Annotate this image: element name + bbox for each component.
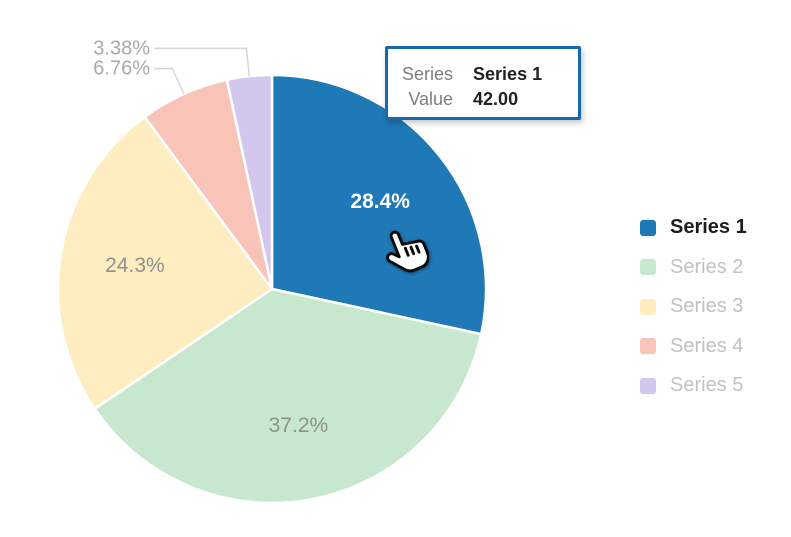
label-leader-line [154,47,251,77]
slice-percent-label: 37.2% [269,414,329,437]
legend-swatch [640,298,656,315]
label-leader-line [154,67,185,95]
legend-label: Series 5 [670,374,744,396]
legend-item-series-4[interactable]: Series 4 [640,335,747,358]
tooltip: Series Series 1 Value 42.00 [385,46,581,120]
tooltip-series-label: Series [402,64,454,84]
slice-percent-label: 28.4% [350,190,410,213]
legend-label: Series 3 [670,295,744,317]
legend-item-series-3[interactable]: Series 3 [640,295,747,318]
slice-percent-label-outside: 3.38% [93,37,150,59]
legend-swatch [640,338,656,354]
pie-slice-series-5[interactable] [225,73,274,291]
legend-swatch [640,259,656,275]
legend-item-series-5[interactable]: Series 5 [640,374,747,397]
legend-label: Series 2 [670,255,744,278]
legend-swatch [640,377,656,394]
legend-swatch [640,219,656,236]
legend-item-series-1[interactable]: Series 1 [640,216,747,239]
tooltip-value-label: Value [408,89,454,109]
legend: Series 1 Series 2 Series 3 Series 4 Series 5 [640,216,747,397]
pie-slice-series-1[interactable] [270,73,488,336]
tooltip-value-value: 42.00 [473,89,519,109]
pie-slice-series-2[interactable] [93,287,483,505]
legend-label: Series 1 [670,216,747,238]
slice-percent-label-outside: 6.76% [93,58,150,80]
slice-percent-label: 24.3% [105,254,165,277]
tooltip-series-value: Series 1 [473,64,543,84]
legend-item-series-2[interactable]: Series 2 [640,256,747,279]
pie-slice-series-3[interactable] [56,115,274,411]
legend-label: Series 4 [670,334,744,357]
